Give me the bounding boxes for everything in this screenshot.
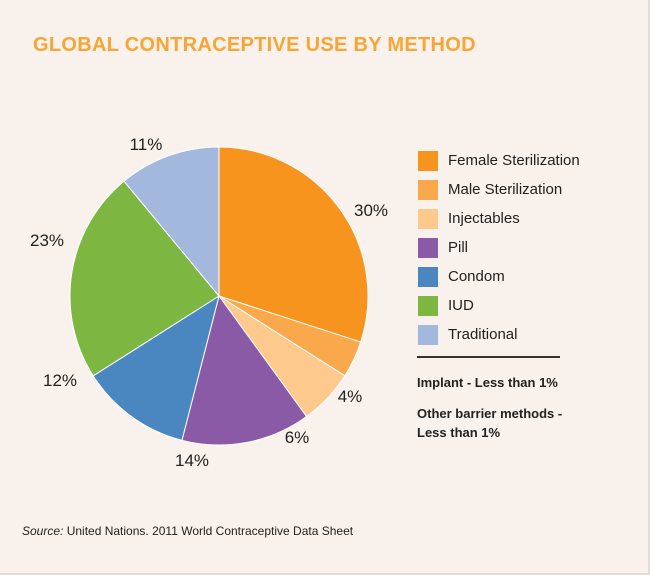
legend-item-condom: Condom	[418, 262, 580, 291]
legend-swatch	[418, 208, 438, 229]
legend-item-male-sterilization: Male Sterilization	[418, 175, 580, 204]
pie-slice-condom	[92, 294, 220, 441]
source-note: Source: United Nations. 2011 World Contr…	[22, 524, 353, 538]
other-barrier-note: Other barrier methods - Less than 1%	[417, 406, 563, 440]
legend-swatch	[418, 179, 438, 200]
slice-label-traditional: 11%	[130, 135, 163, 154]
slice-label-female-sterilization: 30%	[354, 201, 388, 220]
legend-item-pill: Pill	[418, 233, 580, 262]
pie-slice-female-sterilization	[218, 146, 369, 343]
legend-label: Condom	[448, 268, 505, 285]
implant-note: Implant - Less than 1%	[417, 375, 558, 390]
pie-slice-pill	[181, 294, 308, 446]
legend-divider	[417, 356, 560, 358]
legend-swatch	[418, 150, 438, 171]
slice-label-condom: 12%	[43, 371, 77, 390]
legend-item-female-sterilization: Female Sterilization	[418, 146, 580, 175]
legend-swatch	[418, 295, 438, 316]
slice-label-pill: 14%	[175, 451, 209, 470]
slice-label-iud: 23%	[30, 231, 64, 250]
legend-swatch	[418, 266, 438, 287]
pie-slice-traditional	[123, 146, 220, 298]
legend-label: IUD	[448, 297, 474, 314]
slice-label-male-sterilization: 4%	[338, 387, 363, 406]
legend-swatch	[418, 324, 438, 345]
legend-label: Pill	[448, 239, 469, 256]
legend-label: Injectables	[448, 210, 520, 227]
legend-item-traditional: Traditional	[418, 320, 580, 349]
legend-item-iud: IUD	[418, 291, 580, 320]
chart-title: GLOBAL CONTRACEPTIVE USE BY METHOD	[33, 34, 476, 56]
legend-label: Traditional	[448, 326, 518, 343]
legend-item-injectables: Injectables	[418, 204, 580, 233]
legend: Female Sterilization Male Sterilization In…	[418, 146, 580, 349]
legend-label: Male Sterilization	[448, 181, 563, 198]
legend-label: Female Sterilization	[448, 152, 580, 169]
source-prefix: Source:	[22, 524, 64, 538]
source-text: United Nations. 2011 World Contraceptive…	[63, 524, 354, 538]
slice-label-injectables: 6%	[285, 428, 310, 447]
pie-slice-iud	[69, 180, 220, 377]
legend-swatch	[418, 237, 438, 258]
